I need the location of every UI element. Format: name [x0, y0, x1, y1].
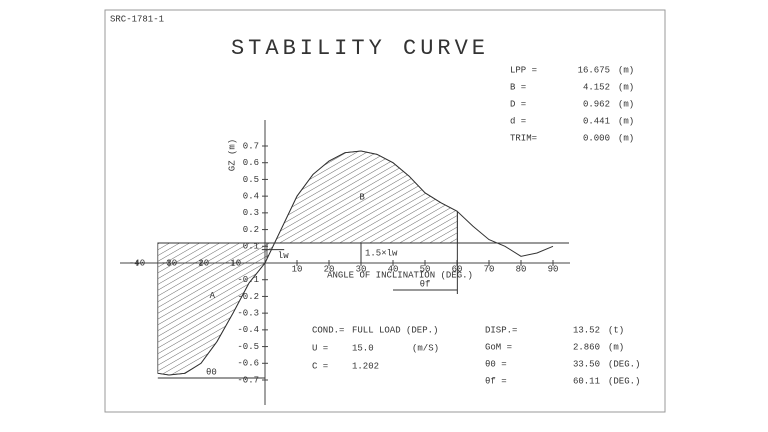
angle-label: θ0 — [206, 367, 217, 377]
param-value: 0.441 — [583, 116, 610, 126]
param-value: 16.675 — [578, 65, 610, 75]
x-tick-label: -40 — [129, 258, 145, 268]
y-tick-label: -0.7 — [237, 375, 259, 385]
y-tick-label: -0.3 — [237, 309, 259, 319]
y-tick-label: 0.3 — [243, 208, 259, 218]
param-label: U = — [312, 343, 328, 353]
param-label: DISP.= — [485, 325, 517, 335]
x-tick-label: 50 — [420, 264, 431, 274]
heel-line-label: lw — [278, 251, 289, 261]
y-tick-label: -0.1 — [237, 275, 259, 285]
param-value: 15.0 — [352, 343, 374, 353]
x-tick-label: -10 — [225, 258, 241, 268]
param-value: 4.152 — [583, 82, 610, 92]
x-tick-label: 40 — [388, 264, 399, 274]
param-label: TRIM= — [510, 133, 537, 143]
y-tick-label: -0.4 — [237, 325, 259, 335]
x-tick-label: 30 — [356, 264, 367, 274]
param-unit: (DEG.) — [608, 359, 640, 369]
param-unit: (t) — [608, 325, 624, 335]
param-label: θf = — [485, 376, 507, 386]
y-tick-label: -0.6 — [237, 359, 259, 369]
param-unit: (m) — [618, 99, 634, 109]
param-label: GoM = — [485, 342, 512, 352]
x-tick-label: -30 — [161, 258, 177, 268]
y-tick-label: 0.7 — [243, 141, 259, 151]
param-label: C = — [312, 361, 328, 371]
x-axis-label: ANGLE OF INCLINATION (DEG.) — [327, 270, 473, 280]
y-axis-label: GZ (m) — [227, 139, 237, 171]
x-tick-label: 80 — [516, 264, 527, 274]
y-tick-label: 0.2 — [243, 225, 259, 235]
y-tick-label: 0.5 — [243, 175, 259, 185]
x-tick-label: 70 — [484, 264, 495, 274]
param-label: d = — [510, 116, 526, 126]
x-tick-label: -20 — [193, 258, 209, 268]
param-unit: (m) — [618, 65, 634, 75]
param-value: 0.962 — [583, 99, 610, 109]
param-value: 0.000 — [583, 133, 610, 143]
x-tick-label: 10 — [292, 264, 303, 274]
x-tick-label: 20 — [324, 264, 335, 274]
param-unit: (m) — [618, 133, 634, 143]
param-unit: (m) — [618, 116, 634, 126]
x-tick-label: 90 — [548, 264, 559, 274]
param-value: 2.860 — [573, 342, 600, 352]
param-value: 13.52 — [573, 325, 600, 335]
param-value: 33.50 — [573, 359, 600, 369]
y-tick-label: 0.6 — [243, 158, 259, 168]
param-unit: (m) — [608, 342, 624, 352]
param-label: B = — [510, 82, 526, 92]
sheet-border — [104, 9, 666, 413]
param-unit: (m/S) — [412, 343, 439, 353]
area-label: A — [210, 291, 216, 301]
param-unit: (m) — [618, 82, 634, 92]
doc-id: SRC-1781-1 — [110, 14, 164, 24]
param-label: LPP = — [510, 65, 537, 75]
y-tick-label: 0.4 — [243, 192, 259, 202]
heel-line-label: 1.5×lw — [365, 248, 398, 258]
angle-label: θf — [420, 279, 431, 289]
param-unit: (DEG.) — [608, 376, 640, 386]
param-label: D = — [510, 99, 526, 109]
gz-curve — [157, 150, 554, 376]
param-value: 60.11 — [573, 376, 600, 386]
area-label: B — [359, 192, 365, 202]
param-label: COND.= — [312, 325, 344, 335]
chart-title: STABILITY CURVE — [231, 36, 489, 61]
y-tick-label: 0.1 — [243, 242, 259, 252]
param-value: 1.202 — [352, 361, 379, 371]
param-label: θ0 = — [485, 359, 507, 369]
y-tick-label: -0.5 — [237, 342, 259, 352]
param-value: FULL LOAD (DEP.) — [352, 325, 438, 335]
y-tick-label: -0.2 — [237, 292, 259, 302]
